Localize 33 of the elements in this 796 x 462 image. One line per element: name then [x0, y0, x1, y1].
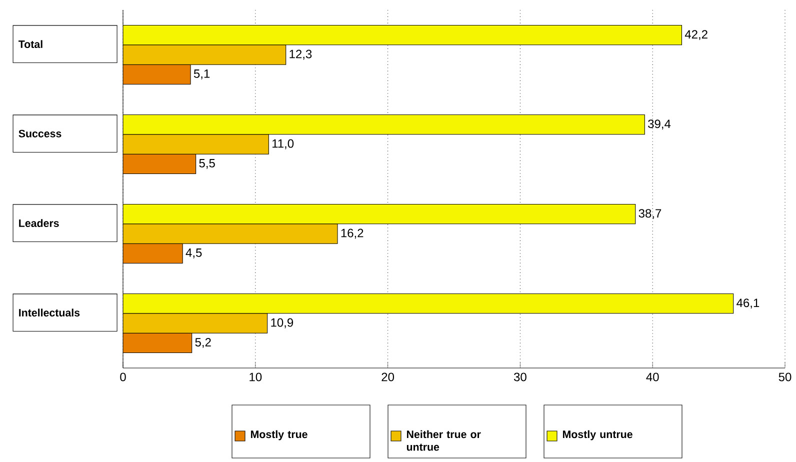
data-label: 5,1	[194, 70, 210, 80]
x-tick-label: 50	[778, 372, 792, 382]
x-tick-label: 30	[514, 372, 526, 382]
data-label: 10,9	[271, 318, 294, 328]
x-tick-label: 10	[250, 372, 262, 382]
data-label: 5,2	[195, 338, 211, 348]
x-tick-label: 40	[646, 372, 659, 382]
y-tick-label: Leaders	[19, 219, 59, 228]
y-tick-label: Intellectuals	[19, 308, 80, 317]
bar	[123, 293, 734, 314]
bar	[123, 24, 682, 46]
data-label: 5,5	[199, 159, 215, 169]
data-label: 42,2	[684, 30, 708, 40]
bar	[123, 44, 286, 65]
data-label: 16,2	[341, 228, 364, 239]
legend-label: Mostly untrue	[562, 430, 632, 440]
y-tick-label: Total	[18, 40, 42, 48]
legend-label: Neither true or untrue	[406, 430, 481, 451]
data-label: 11,0	[272, 139, 294, 150]
data-label: 46,1	[736, 298, 760, 309]
bar	[123, 134, 269, 154]
bar	[123, 224, 338, 244]
data-label: 12,3	[290, 50, 312, 60]
bar	[123, 313, 268, 334]
data-label: 4,5	[186, 248, 202, 258]
y-tick-label: Success	[18, 130, 62, 138]
x-tick-label: 20	[382, 372, 394, 382]
data-label: 38,7	[638, 209, 662, 220]
legend-label: Mostly true	[250, 430, 308, 440]
x-tick-label: 0	[120, 372, 126, 382]
bar	[123, 204, 636, 224]
bar	[123, 114, 645, 135]
data-label: 39,4	[648, 120, 671, 130]
